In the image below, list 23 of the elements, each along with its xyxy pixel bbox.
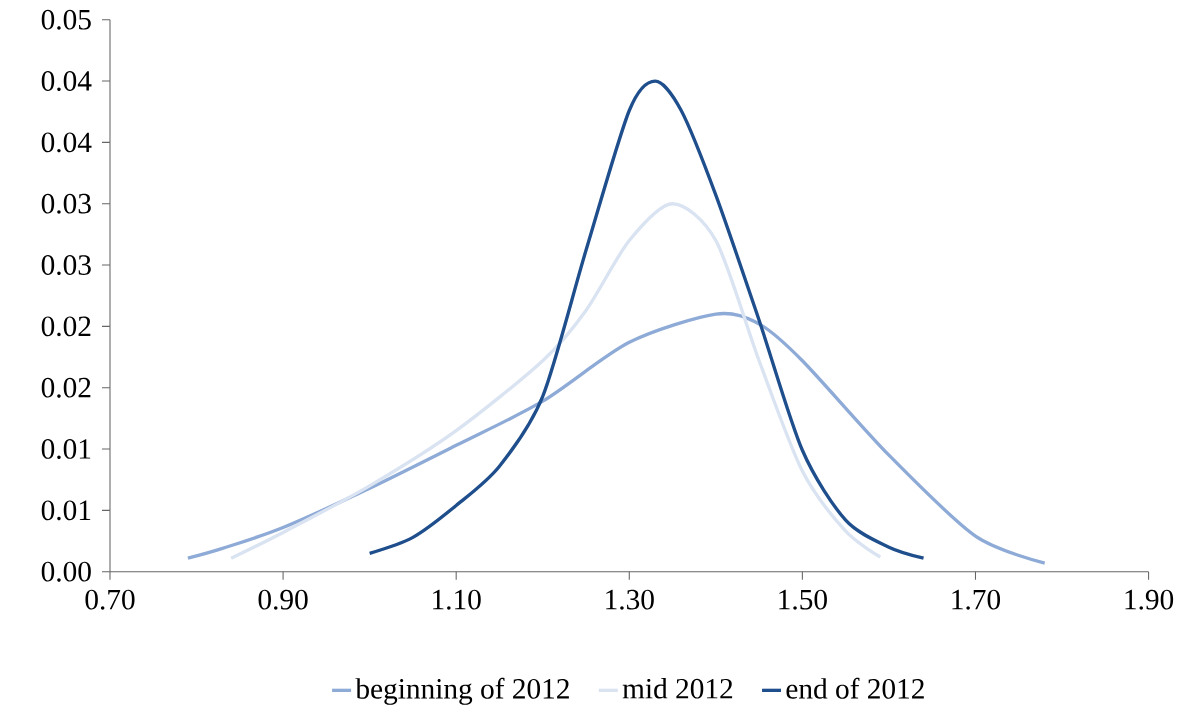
- legend-label: end of 2012: [786, 677, 924, 699]
- x-tick-label: 1.10: [433, 589, 481, 610]
- legend-label: beginning of 2012: [355, 677, 569, 705]
- x-tick-label: 1.70: [952, 589, 1001, 610]
- x-tick-label: 0.90: [258, 589, 308, 610]
- y-tick-label: 0.00: [41, 561, 91, 582]
- line-series: [186, 312, 1047, 565]
- x-tick-label: 1.50: [779, 589, 827, 610]
- line-series: [367, 79, 926, 561]
- line-series: [229, 202, 882, 561]
- x-tick-label: 1.30: [606, 589, 654, 610]
- y-tick-label: 0.04: [41, 71, 92, 92]
- y-tick-label: 0.02: [41, 377, 91, 398]
- y-tick-label: 0.01: [41, 500, 91, 521]
- y-tick-label: 0.05: [41, 9, 91, 30]
- y-tick-label: 0.03: [41, 255, 91, 276]
- x-tick-label: 0.70: [85, 589, 135, 610]
- legend-label: mid 2012: [622, 678, 733, 699]
- x-tick-label: 1.90: [1125, 589, 1174, 610]
- y-tick-label: 0.01: [41, 439, 91, 460]
- y-tick-label: 0.03: [41, 193, 91, 214]
- y-tick-label: 0.02: [41, 316, 91, 337]
- y-tick-label: 0.04: [41, 132, 92, 153]
